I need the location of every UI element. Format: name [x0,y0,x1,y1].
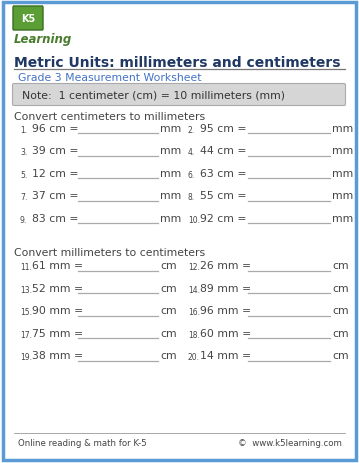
Text: 11.: 11. [20,263,32,272]
Text: mm: mm [160,146,181,156]
Text: 13.: 13. [20,285,32,294]
Text: 9.: 9. [20,216,27,225]
Text: Note:  1 centimeter (cm) = 10 millimeters (mm): Note: 1 centimeter (cm) = 10 millimeters… [22,90,285,100]
Text: cm: cm [160,306,177,316]
Text: 38 mm =: 38 mm = [32,351,83,361]
Text: mm: mm [160,169,181,179]
Text: 26 mm =: 26 mm = [200,261,251,271]
Text: 15.: 15. [20,308,32,317]
Text: cm: cm [160,351,177,361]
Text: 92 cm =: 92 cm = [200,213,247,224]
Text: 52 mm =: 52 mm = [32,283,83,294]
Text: Online reading & math for K-5: Online reading & math for K-5 [18,438,147,447]
Text: Convert millimeters to centimeters: Convert millimeters to centimeters [14,248,205,258]
Text: K5: K5 [21,14,35,24]
Text: Learning: Learning [14,33,72,46]
Text: Metric Units: millimeters and centimeters: Metric Units: millimeters and centimeter… [14,56,340,70]
Text: 5.: 5. [20,171,27,180]
Text: 44 cm =: 44 cm = [200,146,247,156]
Text: cm: cm [332,328,349,338]
Text: 18.: 18. [188,330,200,339]
Text: cm: cm [332,351,349,361]
Text: 12.: 12. [188,263,200,272]
Text: cm: cm [332,261,349,271]
Text: cm: cm [332,306,349,316]
FancyBboxPatch shape [13,7,43,31]
FancyBboxPatch shape [13,84,345,106]
Text: 14 mm =: 14 mm = [200,351,251,361]
Text: 95 cm =: 95 cm = [200,124,247,134]
Text: 90 mm =: 90 mm = [32,306,83,316]
Text: ©  www.k5learning.com: © www.k5learning.com [238,438,342,447]
Text: cm: cm [332,283,349,294]
Text: 4.: 4. [188,148,195,157]
Text: 19.: 19. [20,353,32,362]
Text: mm: mm [160,191,181,201]
Text: 60 mm =: 60 mm = [200,328,251,338]
Text: mm: mm [332,146,353,156]
Text: 37 cm =: 37 cm = [32,191,79,201]
Text: Grade 3 Measurement Worksheet: Grade 3 Measurement Worksheet [18,73,201,83]
Text: 39 cm =: 39 cm = [32,146,79,156]
Text: mm: mm [160,213,181,224]
Text: 10.: 10. [188,216,200,225]
Text: cm: cm [160,328,177,338]
Text: 7.: 7. [20,193,27,202]
Text: cm: cm [160,283,177,294]
Text: 55 cm =: 55 cm = [200,191,247,201]
Text: 75 mm =: 75 mm = [32,328,83,338]
Text: 16.: 16. [188,308,200,317]
Text: 14.: 14. [188,285,200,294]
Text: 8.: 8. [188,193,195,202]
Text: 3.: 3. [20,148,27,157]
Text: 96 cm =: 96 cm = [32,124,79,134]
Text: mm: mm [160,124,181,134]
FancyBboxPatch shape [3,3,356,460]
Text: mm: mm [332,169,353,179]
Text: 2.: 2. [188,126,195,135]
Text: mm: mm [332,191,353,201]
Text: 20.: 20. [188,353,200,362]
Text: 1.: 1. [20,126,27,135]
Text: 6.: 6. [188,171,195,180]
Text: mm: mm [332,124,353,134]
Text: Convert centimeters to millimeters: Convert centimeters to millimeters [14,112,205,122]
Text: 83 cm =: 83 cm = [32,213,79,224]
Text: 12 cm =: 12 cm = [32,169,79,179]
Text: cm: cm [160,261,177,271]
Text: 61 mm =: 61 mm = [32,261,83,271]
Text: 89 mm =: 89 mm = [200,283,251,294]
Text: 63 cm =: 63 cm = [200,169,247,179]
Text: 96 mm =: 96 mm = [200,306,251,316]
Text: 17.: 17. [20,330,32,339]
Text: mm: mm [332,213,353,224]
